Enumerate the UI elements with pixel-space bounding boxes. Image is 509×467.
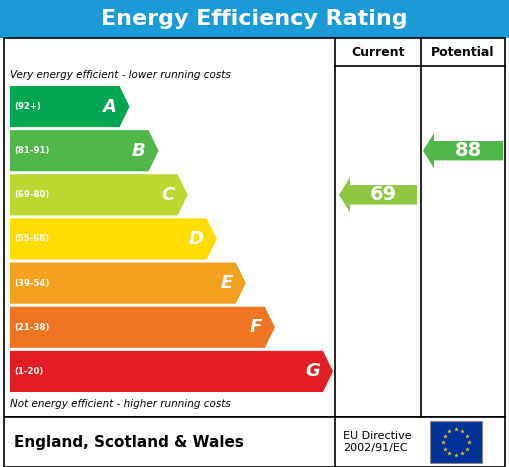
Text: (81-91): (81-91) [14, 146, 49, 155]
Text: B: B [132, 142, 146, 160]
Text: Not energy efficient - higher running costs: Not energy efficient - higher running co… [10, 399, 231, 409]
Polygon shape [10, 86, 129, 127]
Text: C: C [161, 186, 175, 204]
Polygon shape [10, 262, 246, 304]
Text: (21-38): (21-38) [14, 323, 49, 332]
Text: (1-20): (1-20) [14, 367, 43, 376]
Text: A: A [103, 98, 117, 115]
Polygon shape [339, 177, 417, 212]
Text: Current: Current [351, 45, 405, 58]
Text: D: D [189, 230, 204, 248]
Text: (69-80): (69-80) [14, 191, 49, 199]
Text: E: E [220, 274, 233, 292]
Text: (92+): (92+) [14, 102, 41, 111]
Bar [430, 421, 482, 463]
Text: Potential: Potential [431, 45, 495, 58]
Polygon shape [10, 130, 159, 171]
Text: Very energy efficient - lower running costs: Very energy efficient - lower running co… [10, 70, 231, 80]
Text: 88: 88 [455, 141, 482, 160]
Text: 69: 69 [370, 185, 397, 205]
Polygon shape [10, 219, 217, 260]
Text: EU Directive: EU Directive [343, 431, 412, 441]
Text: Energy Efficiency Rating: Energy Efficiency Rating [101, 9, 408, 29]
Polygon shape [10, 351, 333, 392]
Polygon shape [423, 133, 503, 169]
Text: England, Scotland & Wales: England, Scotland & Wales [14, 434, 244, 450]
Bar [4, 417, 505, 467]
Text: F: F [249, 318, 262, 336]
Bar [0, 0, 509, 38]
Polygon shape [10, 307, 275, 348]
Text: G: G [305, 362, 320, 381]
Text: (55-68): (55-68) [14, 234, 49, 243]
Text: 2002/91/EC: 2002/91/EC [343, 443, 408, 453]
Polygon shape [10, 174, 188, 215]
Text: (39-54): (39-54) [14, 279, 49, 288]
Bar [4, 38, 505, 417]
